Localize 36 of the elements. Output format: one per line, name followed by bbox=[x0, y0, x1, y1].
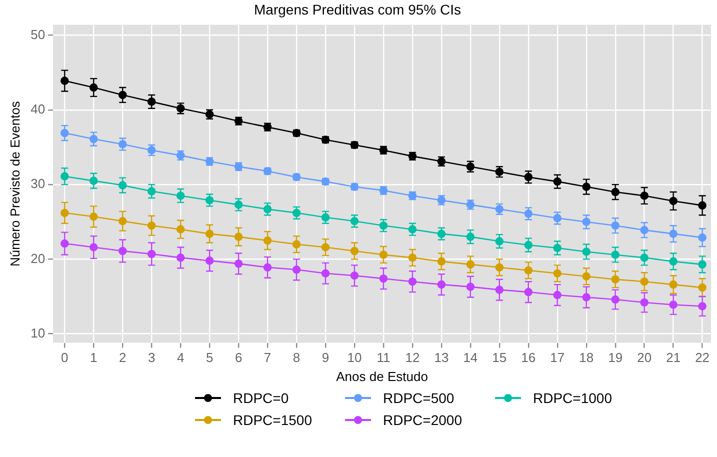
x-tick-label: 20 bbox=[637, 350, 652, 366]
x-tick-label: 7 bbox=[264, 350, 272, 366]
x-tick-label: 16 bbox=[521, 350, 536, 366]
x-tick-label: 15 bbox=[492, 350, 507, 366]
legend-label: RDPC=1500 bbox=[233, 412, 312, 428]
x-axis-title: Anos de Estudo bbox=[336, 368, 428, 384]
x-tick-label: 1 bbox=[90, 350, 98, 366]
y-tick-label: 10 bbox=[30, 325, 46, 340]
x-tick-label: 11 bbox=[376, 350, 390, 366]
y-tick-label: 50 bbox=[30, 26, 46, 42]
x-tick-label: 6 bbox=[234, 350, 242, 366]
x-tick-label: 9 bbox=[322, 350, 330, 366]
legend-label: RDPC=0 bbox=[233, 390, 289, 406]
y-tick-label: 20 bbox=[30, 250, 46, 266]
x-tick-label: 4 bbox=[176, 350, 184, 366]
y-tick-label: 40 bbox=[30, 101, 46, 116]
x-tick-label: 21 bbox=[666, 350, 681, 366]
x-tick-label: 2 bbox=[119, 350, 126, 366]
x-tick-label: 0 bbox=[61, 350, 68, 366]
x-tick-label: 12 bbox=[405, 350, 420, 366]
x-tick-label: 3 bbox=[148, 350, 156, 366]
chart-title: Margens Preditivas com 95% CIs bbox=[254, 1, 461, 18]
x-tick-label: 5 bbox=[206, 350, 214, 366]
legend-label: RDPC=500 bbox=[383, 390, 454, 406]
x-tick-label: 14 bbox=[463, 350, 478, 366]
legend-label: RDPC=1000 bbox=[533, 390, 612, 406]
x-tick-label: 18 bbox=[579, 350, 594, 366]
x-tick-label: 19 bbox=[608, 350, 623, 366]
x-tick-label: 10 bbox=[347, 350, 362, 366]
y-tick-label: 30 bbox=[30, 176, 46, 192]
x-tick-label: 22 bbox=[695, 350, 710, 366]
x-tick-label: 8 bbox=[292, 350, 300, 366]
legend-label: RDPC=2000 bbox=[383, 412, 462, 428]
y-axis-title: Número Previsto de Eventos bbox=[7, 100, 22, 267]
x-tick-label: 17 bbox=[550, 350, 565, 366]
x-tick-label: 13 bbox=[434, 350, 449, 366]
